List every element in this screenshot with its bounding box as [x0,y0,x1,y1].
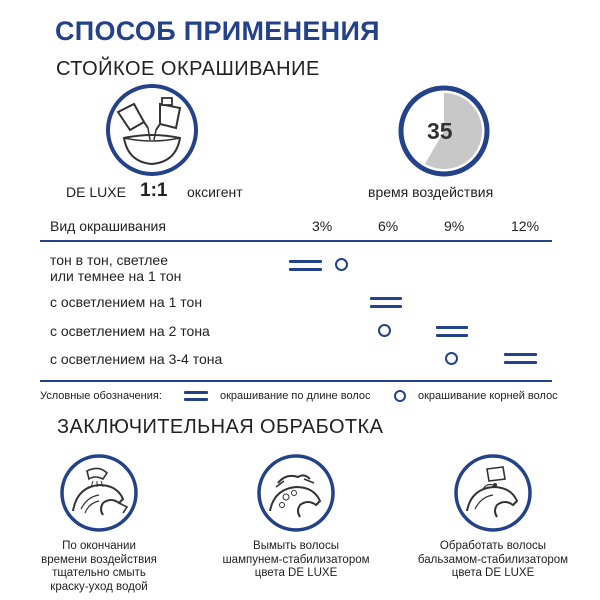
legend-title: Условные обозначения: [40,390,162,402]
length-mark [289,268,322,271]
column-9: 9% [444,218,465,234]
roots-mark [378,324,391,337]
legend-length-mark [184,398,208,401]
length-mark [504,361,537,364]
mixing-bowl-icon [106,84,198,176]
section-subtitle: СТОЙКОЕ ОКРАШИВАНИЕ [56,58,320,80]
legend-length-mark [184,391,208,394]
step-balm-text: Обработать волосы бальзамом-стабилизатор… [417,540,569,579]
step-rinse-text: По окончании времени воздействия тщатель… [41,540,157,593]
timer-minutes: 35 [427,118,453,144]
length-mark [436,334,468,337]
roots-mark [335,258,348,271]
table-row-label: с осветлением на 1 тон [50,294,203,310]
page-title: СПОСОБ ПРИМЕНЕНИЯ [55,16,380,46]
rinse-hair-icon [60,454,138,532]
table-row-label: тон в тон, светлее или темнее на 1 тон [50,252,182,284]
length-mark [436,326,468,329]
mix-ratio: 1:1 [140,180,168,201]
legend-roots-label: окрашивание корней волос [418,390,558,402]
length-mark [289,260,322,263]
table-row-label: с осветлением на 2 тона [50,323,210,339]
column-12: 12% [511,218,540,234]
table-header-label: Вид окрашивания [50,218,166,234]
legend-length-label: окрашивание по длине волос [220,390,371,402]
balm-treatment-icon [454,454,532,532]
length-mark [370,305,402,308]
legend-roots-mark [394,390,406,402]
timer-label: время воздействия [368,184,494,200]
mix-brand: DE LUXE [66,184,126,200]
mix-oxidant: оксигент [187,184,243,200]
timer-elapsed-wedge [425,93,482,169]
final-section-title: ЗАКЛЮЧИТЕЛЬНАЯ ОБРАБОТКА [57,416,384,438]
column-3: 3% [312,218,333,234]
length-mark [370,297,402,300]
table-bottom-divider [40,380,552,382]
column-6: 6% [378,218,399,234]
table-top-divider [40,240,552,242]
roots-mark [445,352,458,365]
table-row-label: с осветлением на 3-4 тона [50,351,223,367]
length-mark [504,353,537,356]
step-shampoo-text: Вымыть волосы шампунем-стабилизатором цв… [222,540,370,579]
timer-clock-icon: 35 [398,85,490,177]
shampoo-wash-icon [257,454,335,532]
